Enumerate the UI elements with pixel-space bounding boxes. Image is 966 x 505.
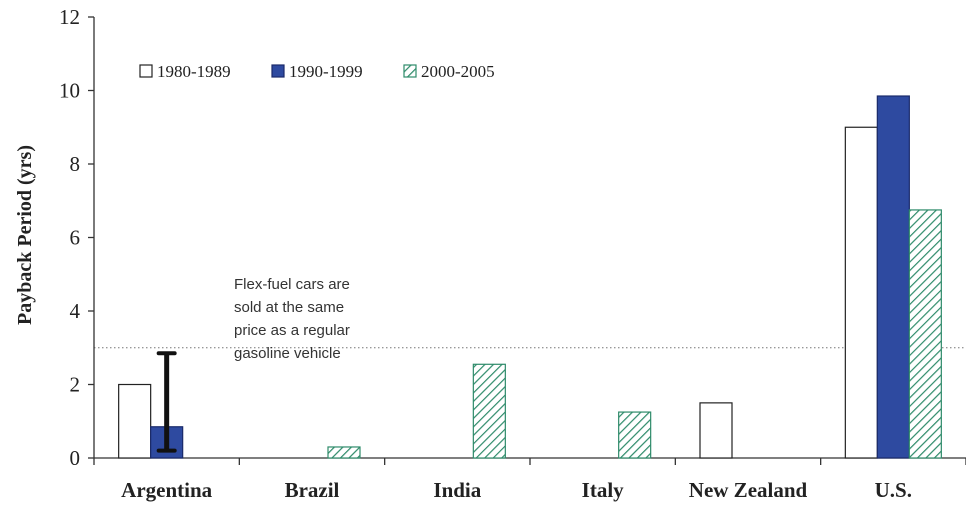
legend-label: 2000-2005 bbox=[421, 62, 495, 81]
y-tick-label: 4 bbox=[70, 299, 81, 323]
bar-2000-2005-u-s- bbox=[908, 209, 942, 459]
x-tick-label: India bbox=[433, 478, 481, 502]
bar-2000-2005-brazil bbox=[327, 446, 361, 459]
legend-label: 1990-1999 bbox=[289, 62, 363, 81]
x-tick-label: Argentina bbox=[121, 478, 212, 502]
y-tick-label: 12 bbox=[59, 5, 80, 29]
y-tick-label: 2 bbox=[70, 373, 81, 397]
y-tick-label: 0 bbox=[70, 446, 81, 470]
plot-area: 0 2 4 6 8 10 12 Argentina Brazil India Italy New Ze… bbox=[59, 5, 966, 502]
bar-1990-1999-u-s- bbox=[876, 95, 910, 459]
y-tick-label: 8 bbox=[70, 152, 81, 176]
bar-1980-1989-new-zealand bbox=[699, 402, 733, 459]
x-tick-label: Italy bbox=[582, 478, 625, 502]
legend-swatch-1980-1989 bbox=[139, 64, 153, 78]
annotation-line: price as a regular bbox=[234, 322, 350, 339]
x-tick-label: Brazil bbox=[285, 478, 340, 502]
y-axis-label: Payback Period (yrs) bbox=[14, 145, 36, 325]
annotation-line: gasoline vehicle bbox=[234, 345, 341, 362]
bar-2000-2005-italy bbox=[618, 411, 652, 459]
bar-1980-1989-u-s- bbox=[844, 126, 878, 459]
y-tick-label: 6 bbox=[70, 226, 81, 250]
legend-swatch-1990-1999 bbox=[271, 64, 285, 78]
legend-label: 1980-1989 bbox=[157, 62, 231, 81]
annotation-line: sold at the same bbox=[234, 299, 344, 316]
legend-swatch-2000-2005 bbox=[403, 64, 417, 78]
bar-2000-2005-india bbox=[472, 363, 506, 459]
bar-1980-1989-argentina bbox=[118, 383, 152, 459]
x-tick-label: New Zealand bbox=[689, 478, 808, 502]
x-tick-label: U.S. bbox=[875, 478, 912, 502]
y-tick-label: 10 bbox=[59, 79, 80, 103]
annotation-line: Flex-fuel cars are bbox=[234, 276, 350, 293]
